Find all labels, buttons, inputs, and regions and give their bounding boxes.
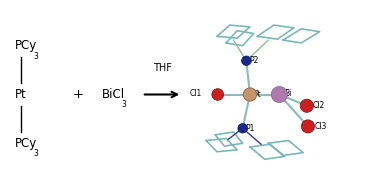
Text: +: + [72, 88, 83, 101]
Text: Cl1: Cl1 [190, 89, 202, 98]
Ellipse shape [301, 120, 315, 133]
Text: Pt: Pt [15, 88, 27, 101]
Text: THF: THF [153, 63, 171, 73]
Text: P2: P2 [249, 56, 259, 65]
Ellipse shape [271, 86, 287, 103]
Text: P1: P1 [245, 124, 255, 133]
Ellipse shape [241, 56, 251, 65]
Text: 3: 3 [33, 52, 38, 60]
Text: Cl3: Cl3 [314, 122, 326, 131]
Text: Bi: Bi [284, 89, 291, 98]
Text: BiCl: BiCl [102, 88, 125, 101]
Ellipse shape [300, 99, 314, 112]
Text: 3: 3 [122, 100, 127, 109]
Ellipse shape [212, 89, 224, 100]
Ellipse shape [238, 124, 247, 133]
Text: 3: 3 [33, 149, 38, 158]
Text: PCy: PCy [15, 39, 38, 52]
Text: Cl2: Cl2 [313, 101, 325, 110]
Text: Pt: Pt [253, 90, 261, 99]
Ellipse shape [243, 88, 256, 101]
Text: PCy: PCy [15, 137, 38, 150]
